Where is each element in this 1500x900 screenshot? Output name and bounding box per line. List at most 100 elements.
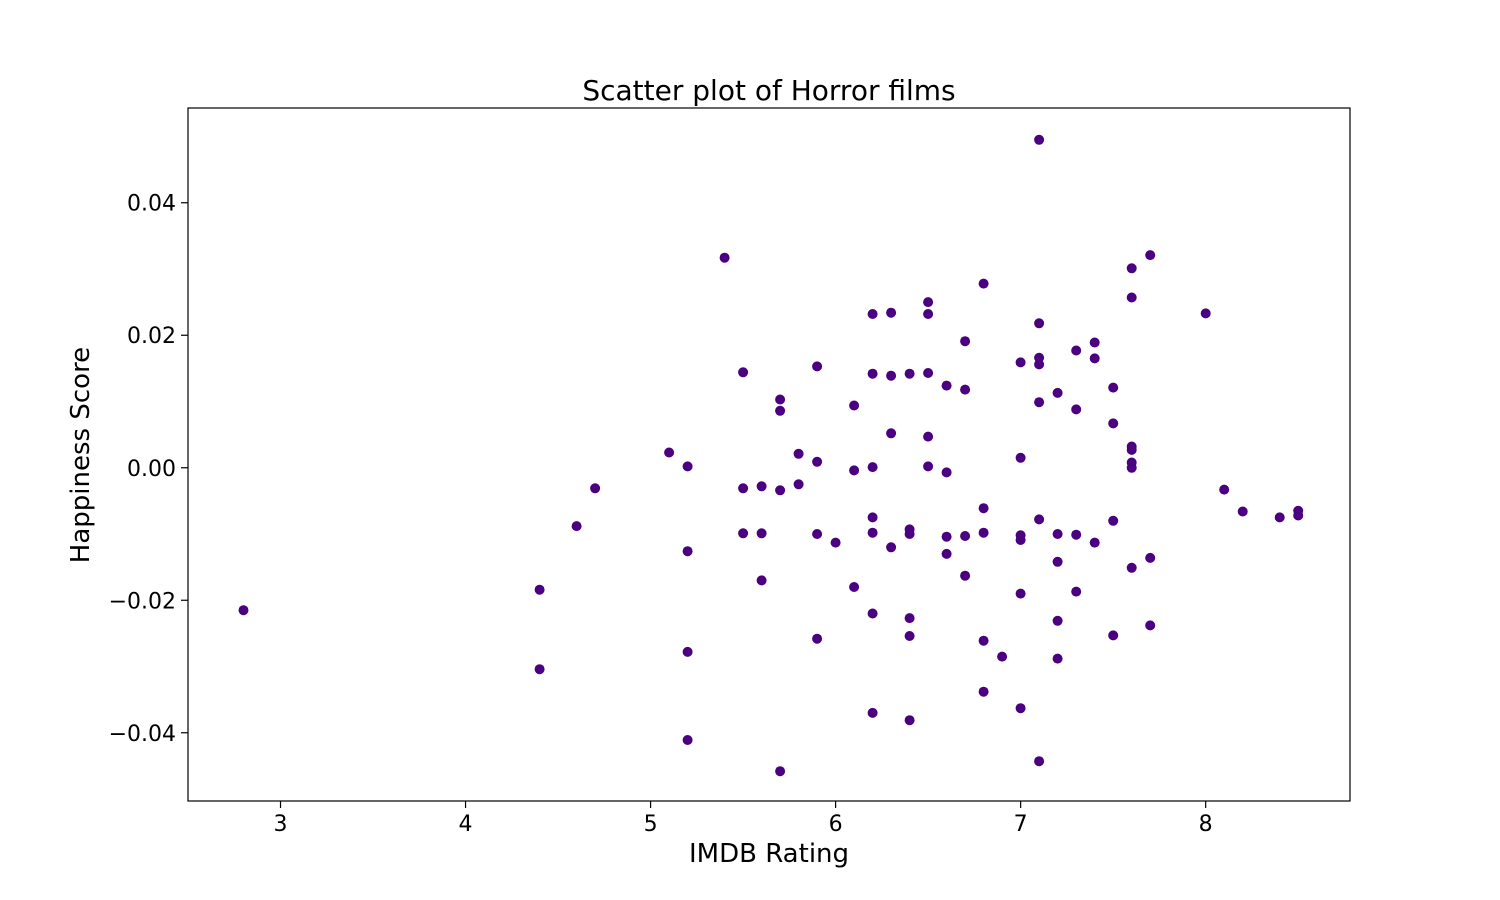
data-point — [923, 297, 934, 308]
data-point — [867, 462, 878, 473]
data-point — [719, 252, 730, 263]
y-tick-label: 0.02 — [127, 324, 176, 349]
data-point — [1052, 529, 1063, 539]
data-point — [738, 483, 749, 494]
data-point — [1015, 357, 1026, 368]
data-point — [867, 527, 878, 538]
x-tick-label: 6 — [829, 812, 843, 837]
data-point — [960, 531, 971, 541]
x-tick-label: 7 — [1014, 812, 1028, 837]
data-point — [1126, 444, 1137, 455]
data-point — [1237, 506, 1248, 517]
data-point — [738, 367, 749, 378]
data-point — [1071, 529, 1082, 540]
data-point — [904, 631, 915, 641]
data-point — [867, 608, 878, 619]
data-point — [941, 380, 952, 391]
data-point — [1145, 250, 1156, 261]
data-point — [1052, 556, 1063, 567]
data-point — [793, 479, 804, 490]
data-point — [941, 531, 952, 542]
data-point — [1071, 345, 1082, 356]
data-point — [775, 405, 786, 416]
data-point — [756, 528, 767, 539]
data-point — [682, 461, 693, 472]
data-point — [590, 483, 601, 494]
data-point — [812, 361, 823, 372]
data-point — [960, 384, 971, 395]
y-tick-label: −0.04 — [109, 722, 176, 747]
data-point — [830, 537, 841, 548]
data-point — [682, 646, 693, 657]
data-point — [867, 368, 878, 379]
data-point — [904, 613, 915, 624]
data-point — [1145, 552, 1156, 563]
data-point — [886, 428, 897, 439]
data-point — [682, 735, 693, 745]
data-point — [960, 570, 971, 581]
data-point — [978, 527, 989, 538]
data-point — [904, 529, 915, 539]
data-point — [1071, 404, 1082, 415]
data-point — [1052, 387, 1063, 398]
data-point — [849, 400, 860, 411]
data-point — [886, 307, 897, 318]
data-point — [1015, 452, 1026, 463]
data-point — [1108, 382, 1119, 393]
data-point — [1089, 353, 1100, 364]
x-tick-label: 5 — [644, 812, 658, 837]
y-tick-label: −0.02 — [109, 589, 176, 614]
data-point — [775, 394, 786, 405]
data-point — [867, 309, 878, 319]
data-point — [849, 465, 860, 476]
data-point — [1034, 359, 1045, 370]
data-point — [1145, 620, 1156, 631]
data-point — [1126, 562, 1137, 573]
data-point — [978, 503, 989, 514]
y-tick-label: 0.00 — [127, 457, 176, 482]
data-point — [1071, 586, 1082, 597]
data-point — [923, 461, 934, 472]
data-point — [923, 431, 934, 442]
data-point — [923, 309, 934, 319]
data-point — [1034, 756, 1045, 767]
y-axis: −0.04 −0.02 0.00 0.02 0.04 — [109, 192, 188, 747]
data-point — [867, 707, 878, 718]
data-point — [1108, 630, 1119, 641]
data-point — [1126, 263, 1137, 274]
data-point — [793, 448, 804, 459]
data-point — [904, 715, 915, 726]
data-point — [775, 485, 786, 496]
data-point — [238, 605, 249, 616]
y-axis-label: Happiness Score — [66, 347, 96, 563]
x-tick-label: 4 — [459, 812, 473, 837]
data-point — [534, 584, 545, 595]
y-tick-label: 0.04 — [127, 192, 176, 217]
data-point — [1200, 308, 1211, 319]
data-point — [1034, 514, 1045, 525]
data-point — [756, 575, 767, 586]
x-tick-label: 8 — [1199, 812, 1213, 837]
data-point — [1015, 703, 1026, 714]
x-axis-label: IMDB Rating — [689, 839, 849, 869]
data-point — [775, 766, 786, 777]
data-point — [812, 529, 823, 539]
data-point — [1052, 653, 1063, 664]
data-point — [812, 633, 823, 644]
x-tick-label: 3 — [274, 812, 288, 837]
data-point — [867, 512, 878, 523]
data-point — [738, 528, 749, 539]
x-axis: 3 4 5 6 7 8 — [274, 801, 1213, 837]
data-point — [886, 542, 897, 553]
data-point — [682, 546, 693, 557]
chart-title: Scatter plot of Horror films — [582, 74, 955, 107]
data-point — [941, 467, 952, 478]
data-point — [1034, 397, 1045, 408]
data-point — [1052, 615, 1063, 626]
data-point — [1034, 318, 1045, 329]
data-point — [1108, 418, 1119, 429]
data-point — [812, 456, 823, 467]
data-point — [571, 521, 582, 532]
data-point — [664, 447, 675, 458]
